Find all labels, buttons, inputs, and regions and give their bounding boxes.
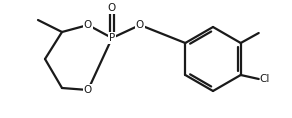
Text: O: O <box>136 20 144 30</box>
Text: Cl: Cl <box>260 74 270 84</box>
Text: O: O <box>84 85 92 95</box>
Text: O: O <box>108 3 116 13</box>
Text: O: O <box>84 20 92 30</box>
Text: P: P <box>109 33 115 43</box>
